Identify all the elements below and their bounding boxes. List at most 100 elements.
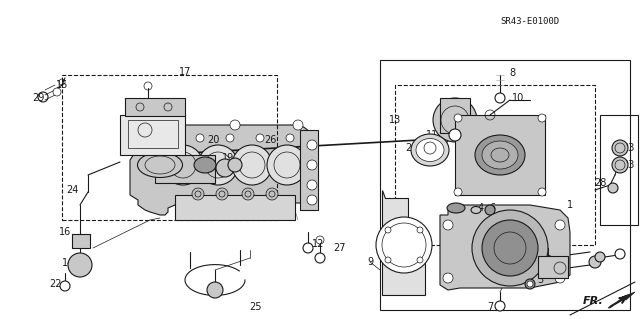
Text: 21: 21 — [539, 248, 551, 258]
Circle shape — [555, 220, 565, 230]
Text: 15: 15 — [56, 80, 68, 90]
Bar — [125, 98, 185, 116]
Circle shape — [307, 180, 317, 190]
Circle shape — [385, 257, 391, 263]
Text: 23: 23 — [622, 160, 634, 170]
Circle shape — [53, 88, 61, 96]
Text: 26: 26 — [264, 135, 276, 145]
Text: 17: 17 — [179, 67, 191, 77]
Circle shape — [196, 134, 204, 142]
Text: 16: 16 — [59, 227, 71, 237]
Circle shape — [230, 120, 240, 130]
Polygon shape — [130, 125, 315, 215]
Circle shape — [433, 98, 477, 142]
Text: 18: 18 — [144, 103, 156, 113]
Circle shape — [495, 301, 505, 311]
Circle shape — [60, 281, 70, 291]
Circle shape — [589, 256, 601, 268]
Bar — [600, 115, 638, 225]
Circle shape — [267, 145, 307, 185]
Bar — [300, 130, 318, 210]
Circle shape — [228, 158, 242, 172]
Circle shape — [192, 188, 204, 200]
Text: 29: 29 — [32, 93, 44, 103]
Text: 27: 27 — [333, 243, 346, 253]
Bar — [128, 120, 178, 148]
Text: FR.: FR. — [583, 296, 604, 306]
Text: 22: 22 — [49, 279, 61, 289]
Text: 6: 6 — [489, 203, 495, 213]
Circle shape — [527, 281, 533, 287]
Text: 24: 24 — [66, 185, 78, 195]
Circle shape — [417, 257, 423, 263]
Circle shape — [207, 282, 223, 298]
Circle shape — [538, 114, 546, 122]
Circle shape — [256, 134, 264, 142]
Circle shape — [226, 134, 234, 142]
Circle shape — [266, 188, 278, 200]
Circle shape — [525, 279, 535, 289]
Text: 2: 2 — [405, 143, 411, 153]
Circle shape — [307, 140, 317, 150]
Bar — [62, 75, 277, 220]
Ellipse shape — [416, 138, 444, 161]
Bar — [72, 234, 90, 248]
Circle shape — [495, 93, 505, 103]
Polygon shape — [440, 205, 570, 290]
Circle shape — [417, 227, 423, 233]
Circle shape — [485, 205, 495, 215]
Circle shape — [232, 145, 272, 185]
Circle shape — [176, 134, 184, 142]
Polygon shape — [382, 190, 425, 295]
Bar — [455, 115, 545, 195]
Circle shape — [242, 188, 254, 200]
Circle shape — [303, 243, 313, 253]
Text: 10: 10 — [512, 93, 524, 103]
Text: 7: 7 — [487, 302, 493, 312]
Circle shape — [482, 220, 538, 276]
Text: 20: 20 — [207, 135, 219, 145]
Text: 9: 9 — [367, 257, 373, 267]
Circle shape — [608, 183, 618, 193]
Circle shape — [472, 210, 548, 286]
Circle shape — [615, 249, 625, 259]
Text: 3: 3 — [537, 275, 543, 285]
Text: 28: 28 — [594, 178, 606, 188]
Circle shape — [454, 188, 462, 196]
Text: 8: 8 — [509, 68, 515, 78]
Circle shape — [286, 134, 294, 142]
Bar — [120, 115, 185, 155]
Circle shape — [68, 253, 92, 277]
Ellipse shape — [471, 206, 481, 213]
Text: 14: 14 — [62, 258, 74, 268]
Ellipse shape — [475, 135, 525, 175]
Bar — [175, 195, 295, 220]
Circle shape — [595, 252, 605, 262]
Circle shape — [307, 195, 317, 205]
Text: 5: 5 — [451, 203, 457, 213]
Circle shape — [538, 188, 546, 196]
Circle shape — [443, 220, 453, 230]
Text: 12: 12 — [312, 239, 324, 249]
Circle shape — [216, 159, 234, 177]
Circle shape — [376, 217, 432, 273]
Circle shape — [315, 253, 325, 263]
Bar — [380, 60, 630, 310]
Circle shape — [385, 227, 391, 233]
Text: 4: 4 — [478, 203, 484, 213]
Circle shape — [163, 145, 203, 185]
Ellipse shape — [194, 157, 216, 173]
Polygon shape — [608, 292, 635, 308]
Ellipse shape — [482, 141, 518, 169]
Circle shape — [449, 129, 461, 141]
Circle shape — [293, 120, 303, 130]
Circle shape — [612, 157, 628, 173]
Bar — [538, 256, 568, 278]
Text: 25: 25 — [249, 302, 261, 312]
Bar — [395, 85, 595, 245]
Circle shape — [612, 140, 628, 156]
Ellipse shape — [411, 134, 449, 166]
Text: 19: 19 — [222, 153, 234, 163]
Circle shape — [555, 273, 565, 283]
Text: SR43-E0100D: SR43-E0100D — [500, 18, 559, 26]
